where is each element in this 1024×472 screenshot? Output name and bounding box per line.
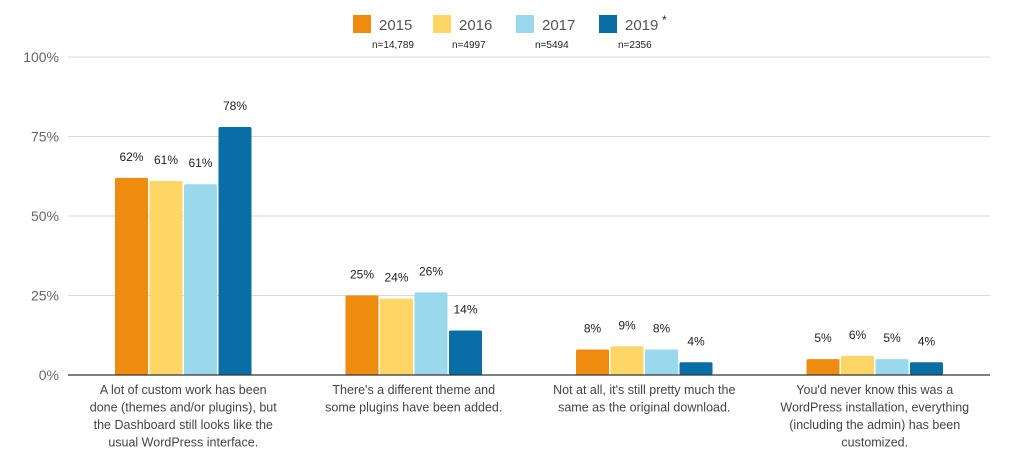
bar-value-label: 5% xyxy=(814,331,832,345)
bar-value-label: 25% xyxy=(350,268,374,282)
bar-value-label: 9% xyxy=(618,318,636,332)
bar-value-label: 78% xyxy=(223,99,247,113)
bar-value-label: 24% xyxy=(384,271,408,285)
bar xyxy=(610,346,644,375)
bar xyxy=(218,126,252,376)
bar-value-label: 4% xyxy=(918,334,936,348)
bar xyxy=(841,355,874,375)
legend-swatch xyxy=(433,15,451,33)
bar-value-label: 8% xyxy=(653,322,671,336)
bar-value-label: 5% xyxy=(883,331,901,345)
bar xyxy=(115,177,148,375)
y-tick-label: 100% xyxy=(23,49,59,65)
bar xyxy=(184,184,217,375)
legend-label: 2019 xyxy=(625,17,658,34)
y-tick-label: 75% xyxy=(31,129,59,145)
bar xyxy=(345,295,379,375)
bar xyxy=(449,330,482,375)
x-category-label: There's a different theme and some plugin… xyxy=(325,383,502,415)
bar-value-label: 26% xyxy=(419,264,443,278)
x-category-label: A lot of custom work has been done (theme… xyxy=(90,383,277,450)
legend-sample-size: n=5494 xyxy=(535,40,569,51)
bars xyxy=(115,126,943,376)
y-axis: 0% 25% 50% 75% 100% xyxy=(23,49,59,383)
bar xyxy=(576,349,609,375)
legend-sample-size: n=14,789 xyxy=(372,40,414,51)
legend-swatch xyxy=(516,15,534,33)
bar xyxy=(875,359,909,375)
bar-value-label: 4% xyxy=(687,334,705,348)
legend-swatch xyxy=(599,15,617,33)
bar xyxy=(806,359,840,375)
bar-value-label: 14% xyxy=(453,302,477,316)
bar-value-label: 62% xyxy=(119,150,143,164)
bar-value-label: 61% xyxy=(154,153,178,167)
legend-swatch xyxy=(353,15,371,33)
bar xyxy=(645,349,678,375)
legend-sample-size: n=2356 xyxy=(618,40,652,51)
x-category-label: You'd never know this was a WordPress ins… xyxy=(780,383,969,450)
legend-label: 2015 xyxy=(379,17,412,34)
legend-label: 2017 xyxy=(542,17,575,34)
legend: 2015 n=14,789 2016 n=4997 2017 n=5494 2019 * n=2… xyxy=(353,13,667,51)
bar xyxy=(380,298,413,375)
bar xyxy=(679,362,713,375)
y-tick-label: 50% xyxy=(31,208,59,224)
x-category-label: Not at all, it's still pretty much the sa… xyxy=(553,383,735,415)
y-tick-label: 0% xyxy=(39,367,59,383)
legend-asterisk: * xyxy=(662,13,667,27)
bar xyxy=(414,292,448,375)
legend-label: 2016 xyxy=(459,17,492,34)
legend-sample-size: n=4997 xyxy=(452,40,486,51)
bar-value-label: 6% xyxy=(849,328,867,342)
x-axis: A lot of custom work has been done (theme… xyxy=(68,374,990,450)
bar-value-label: 8% xyxy=(584,322,602,336)
bar xyxy=(149,181,183,375)
y-tick-label: 25% xyxy=(31,288,59,304)
bar xyxy=(910,362,943,375)
bar-value-label: 61% xyxy=(188,156,212,170)
bar-labels: 62% 61% 61% 78% 25% 24% 26% 14% 8% 9% 8% 4% 5% 6% 5% 4% xyxy=(119,99,935,348)
